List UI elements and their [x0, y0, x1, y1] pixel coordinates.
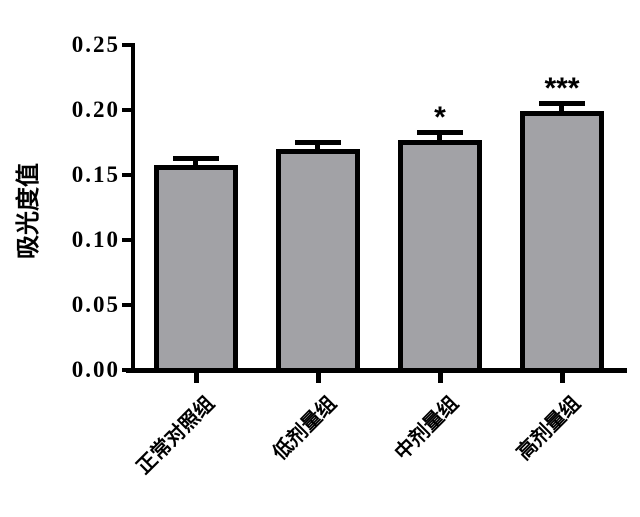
- y-tick-label: 0.25: [71, 32, 120, 57]
- y-axis-tick: [122, 43, 131, 47]
- y-axis-title: 吸光度值: [16, 163, 42, 259]
- error-bar-stub: [437, 133, 442, 143]
- x-axis-tick: [438, 373, 443, 383]
- y-tick-label: 0.20: [71, 97, 120, 122]
- significance-label: *: [434, 101, 446, 135]
- error-bar-cap: [173, 156, 219, 162]
- x-axis-tick: [194, 373, 199, 383]
- y-tick-label: 0.10: [71, 227, 120, 252]
- y-tick-label: 0.00: [71, 357, 120, 382]
- x-axis-tick: [560, 373, 565, 383]
- error-bar-stub: [315, 142, 320, 152]
- y-axis-tick: [122, 108, 131, 112]
- error-bar-stub: [559, 103, 564, 115]
- x-axis-tick: [316, 373, 321, 383]
- error-bar-cap: [417, 130, 463, 136]
- y-axis-line: [131, 43, 135, 373]
- significance-label: ***: [544, 71, 580, 105]
- x-category-label: 正常对照组: [132, 392, 219, 479]
- x-axis-line: [126, 368, 627, 373]
- y-axis-tick: [122, 238, 131, 242]
- error-bar-stub: [193, 159, 198, 168]
- bar: [276, 149, 360, 373]
- y-tick-label: 0.15: [71, 162, 120, 187]
- y-tick-label: 0.05: [71, 292, 120, 317]
- bar: [398, 139, 482, 373]
- y-axis-tick: [122, 173, 131, 177]
- error-bar-cap: [295, 139, 341, 145]
- y-axis-tick: [122, 303, 131, 307]
- bar: [154, 164, 238, 373]
- error-bar-cap: [539, 100, 585, 106]
- bar: [520, 111, 604, 373]
